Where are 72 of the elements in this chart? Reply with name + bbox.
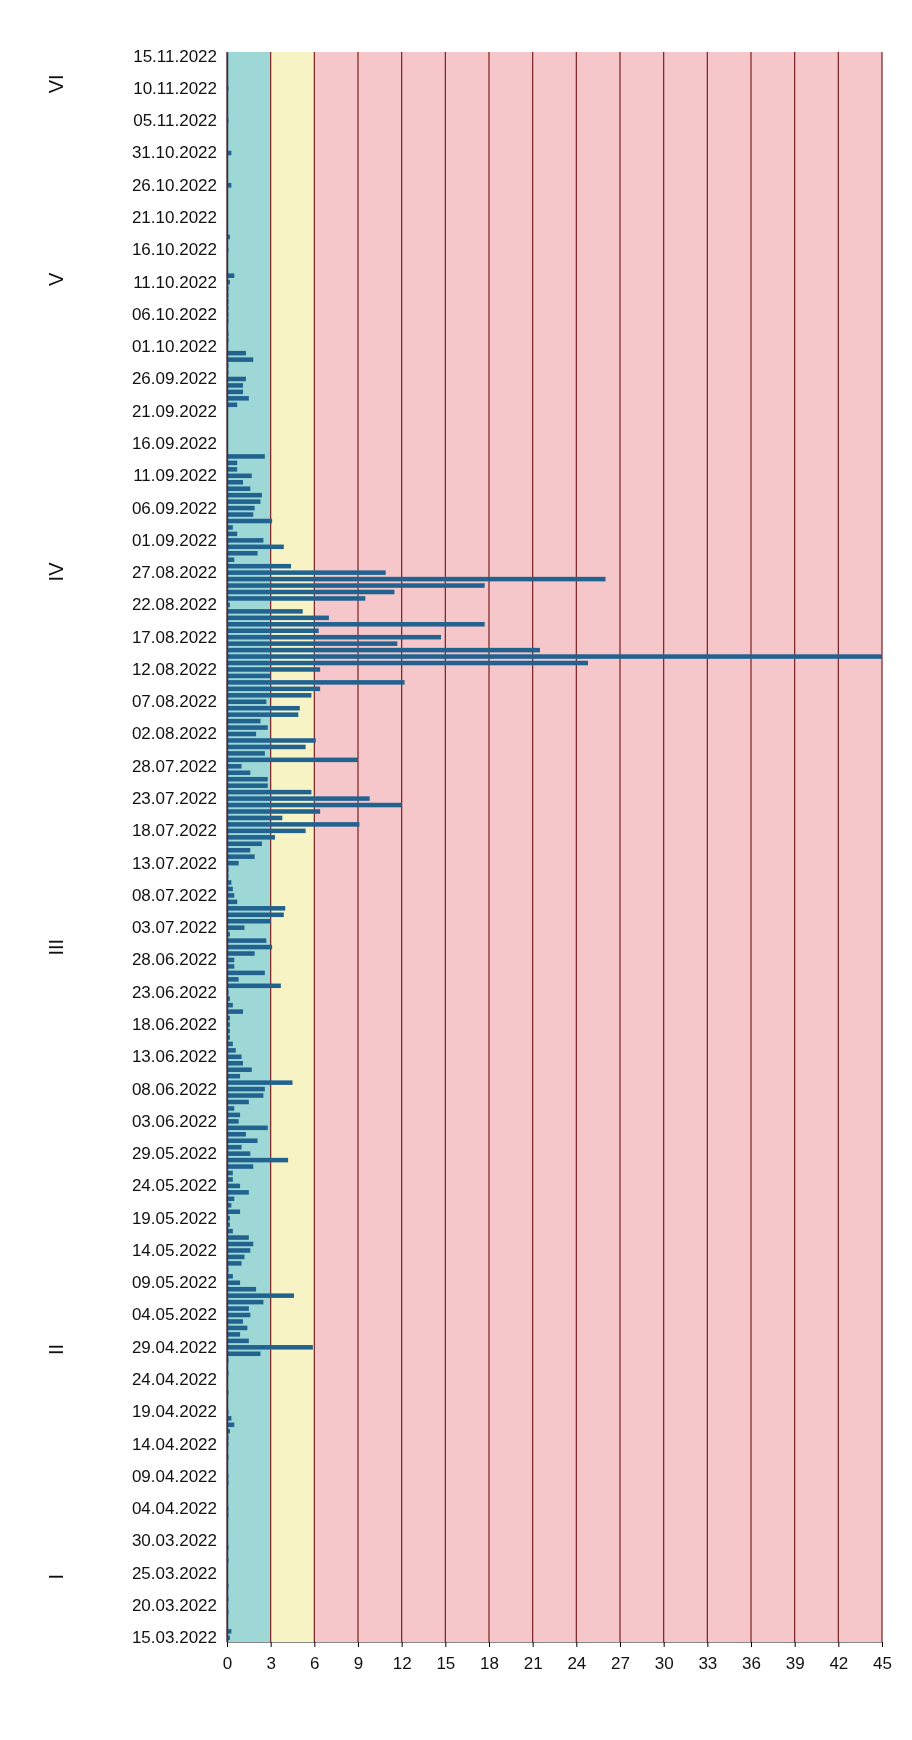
x-tick-label: 6 [310, 1653, 320, 1673]
y-tick-label: 26.09.2022 [131, 369, 217, 389]
y-tick-label: 11.09.2022 [133, 466, 217, 486]
x-tick-label: 45 [873, 1653, 892, 1673]
y-tick-label: 17.08.2022 [131, 627, 217, 647]
x-tick-label: 21 [523, 1653, 543, 1673]
y-tick-label: 21.10.2022 [131, 208, 217, 228]
y-tick-label: 01.10.2022 [131, 337, 217, 357]
y-tick-label: 28.06.2022 [131, 950, 217, 970]
y-tick-label: 07.08.2022 [131, 692, 217, 712]
y-tick-label: 19.04.2022 [131, 1402, 217, 1422]
y-tick-label: 11.10.2022 [133, 272, 217, 292]
y-tick-label: 16.09.2022 [131, 433, 217, 453]
x-tick-label: 18 [480, 1653, 499, 1673]
x-tick-label: 9 [353, 1653, 364, 1673]
y-tick-label: 04.04.2022 [131, 1499, 217, 1519]
text: I [45, 1574, 68, 1580]
x-tick-label: 30 [654, 1653, 674, 1673]
x-tick-label: 36 [742, 1653, 761, 1673]
y-tick-label: 03.07.2022 [131, 918, 217, 938]
y-tick-label: 09.04.2022 [131, 1466, 217, 1486]
y-tick-label: 03.06.2022 [131, 1111, 217, 1131]
text: V [45, 272, 68, 287]
x-tick-label: 0 [222, 1653, 233, 1673]
y-tick-label: 30.03.2022 [131, 1531, 217, 1551]
y-tick-label: 24.04.2022 [131, 1370, 217, 1390]
text: II [45, 1343, 68, 1355]
y-tick-label: 14.04.2022 [131, 1434, 217, 1454]
y-tick-label: 22.08.2022 [131, 595, 217, 615]
x-tick-label: 39 [785, 1653, 805, 1673]
y-tick-label: 10.11.2022 [133, 78, 217, 98]
y-tick-label: 25.03.2022 [131, 1563, 217, 1583]
y-tick-label: 18.07.2022 [131, 821, 217, 841]
y-tick-label: 28.07.2022 [131, 756, 217, 776]
x-tick-label: 42 [829, 1653, 849, 1673]
y-tick-label: 09.05.2022 [131, 1273, 217, 1293]
x-tick-label: 15 [436, 1653, 456, 1673]
y-tick-label: 24.05.2022 [131, 1176, 217, 1196]
y-tick-label: 29.05.2022 [131, 1144, 217, 1164]
y-tick-label: 08.06.2022 [131, 1079, 217, 1099]
text: III [45, 938, 68, 956]
y-tick-label: 01.09.2022 [131, 530, 217, 550]
y-tick-label: 23.07.2022 [131, 789, 217, 809]
x-tick-label: 12 [392, 1653, 412, 1673]
y-tick-label: 31.10.2022 [131, 143, 217, 163]
y-tick-label: 20.03.2022 [131, 1595, 217, 1615]
y-tick-label: 15.03.2022 [131, 1628, 217, 1648]
x-tick-label: 33 [698, 1653, 718, 1673]
y-tick-label: 26.10.2022 [131, 175, 217, 195]
x-tick-label: 27 [611, 1653, 630, 1673]
y-tick-label: 15.11.2022 [133, 46, 217, 66]
y-tick-label: 06.09.2022 [131, 498, 217, 518]
text: IV [45, 561, 68, 582]
y-tick-label: 23.06.2022 [131, 982, 217, 1002]
y-tick-label: 06.10.2022 [131, 304, 217, 324]
x-tick-label: 24 [567, 1653, 587, 1673]
y-tick-label: 12.08.2022 [131, 659, 217, 679]
y-tick-label: 27.08.2022 [131, 563, 217, 583]
y-tick-label: 29.04.2022 [131, 1337, 217, 1357]
y-tick-label: 18.06.2022 [131, 1014, 217, 1034]
y-tick-label: 04.05.2022 [131, 1305, 217, 1325]
x-tick-label: 3 [266, 1653, 276, 1673]
y-tick-label: 05.11.2022 [133, 111, 217, 131]
y-tick-label: 08.07.2022 [131, 885, 217, 905]
y-tick-label: 19.05.2022 [131, 1208, 217, 1228]
y-tick-label: 13.06.2022 [131, 1047, 217, 1067]
y-tick-label: 21.09.2022 [131, 401, 217, 421]
y-tick-label: 02.08.2022 [131, 724, 217, 744]
y-tick-label: 13.07.2022 [131, 853, 217, 873]
y-tick-label: 14.05.2022 [131, 1240, 217, 1260]
y-tick-label: 16.10.2022 [131, 240, 217, 260]
text: VI [45, 74, 68, 94]
